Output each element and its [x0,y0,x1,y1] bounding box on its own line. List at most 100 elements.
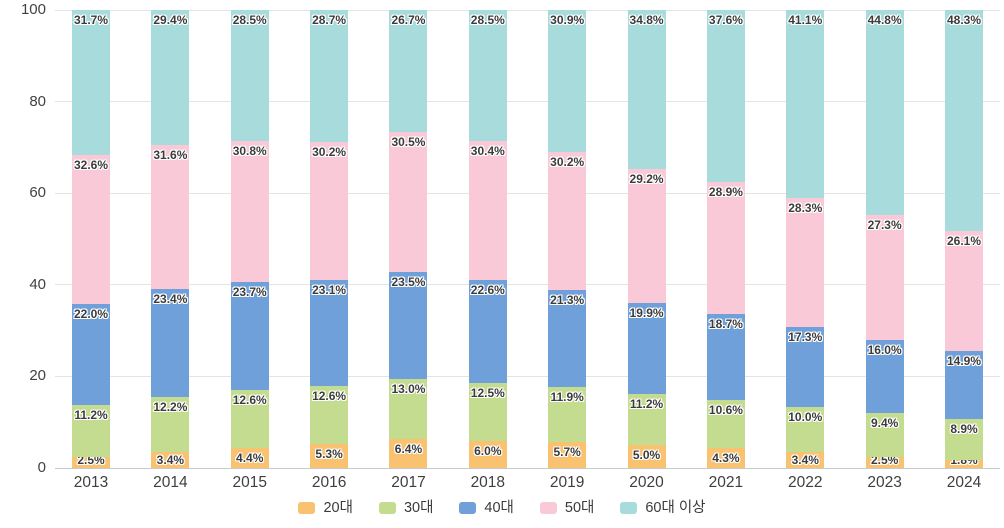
bar-segment-50대[interactable]: 30.2% [548,151,587,290]
bar-value-label: 29.4% [153,13,188,27]
bar-value-label: 17.3% [788,330,823,345]
bar-segment-40대[interactable]: 16.0% [865,340,904,414]
legend-swatch [378,502,396,514]
bar-segment-50대[interactable]: 30.4% [468,140,507,280]
bar-segment-20대[interactable]: 1.8% [945,453,983,468]
bar-segment-30대[interactable]: 12.2% [151,396,190,453]
bar-segment-20대[interactable]: 3.4% [151,452,190,468]
bar-segment-20대[interactable]: 5.0% [627,445,666,468]
x-axis-label: 2022 [788,474,823,491]
bar-segment-40대[interactable]: 23.1% [310,280,349,387]
bar-value-label: 22.6% [470,282,505,297]
bar-segment-50대[interactable]: 28.3% [786,197,825,328]
bar-segment-60대 이상[interactable]: 37.6% [706,9,745,182]
bar-segment-30대[interactable]: 13.0% [389,379,428,439]
bar-value-label: 28.9% [708,184,743,199]
bar-segment-60대 이상[interactable]: 28.7% [310,10,349,142]
bar-value-label: 8.9% [950,421,978,436]
bar-value-label: 28.3% [788,200,823,215]
legend-item-30대[interactable]: 30대 [378,500,433,516]
bar-segment-60대 이상[interactable]: 30.9% [548,10,587,152]
bar-segment-40대[interactable]: 14.9% [945,350,983,419]
bar-segment-40대[interactable]: 23.4% [151,289,190,397]
bar-segment-50대[interactable]: 30.8% [230,140,269,282]
bar-segment-20대[interactable]: 2.5% [72,453,110,468]
y-axis-tick-label: 60 [29,184,46,202]
x-axis-label: 2016 [311,474,347,491]
bar-segment-20대[interactable]: 4.3% [706,448,745,468]
bar-segment-50대[interactable]: 30.2% [310,141,349,281]
bar-segment-30대[interactable]: 11.9% [548,387,587,442]
bar-value-label: 9.4% [870,416,899,431]
legend-item-60대 이상[interactable]: 60대 이상 [620,500,706,516]
bar-segment-50대[interactable]: 27.3% [865,215,904,341]
bar-segment-30대[interactable]: 11.2% [72,405,110,457]
bar-segment-30대[interactable]: 9.4% [865,413,904,457]
bar-segment-60대 이상[interactable]: 48.3% [945,10,983,232]
gridline [55,375,1000,377]
bar-segment-60대 이상[interactable]: 41.1% [786,9,825,198]
bar-segment-30대[interactable]: 11.2% [627,393,666,446]
bar-segment-20대[interactable]: 5.7% [548,441,587,468]
bar-segment-60대 이상[interactable]: 44.8% [865,10,904,216]
y-axis-tick-label: 20 [29,367,46,385]
bar-value-label: 12.2% [153,399,188,414]
bar-segment-60대 이상[interactable]: 29.4% [151,10,190,145]
bar-segment-40대[interactable]: 21.3% [548,289,587,388]
bar-segment-60대 이상[interactable]: 28.5% [468,10,507,141]
legend-item-20대[interactable]: 20대 [298,500,353,516]
bar-value-label: 12.6% [312,389,347,404]
bar-segment-40대[interactable]: 17.3% [786,327,825,407]
bar-segment-20대[interactable]: 6.0% [468,440,507,468]
bar-segment-40대[interactable]: 18.7% [706,314,745,400]
gridline [55,101,1000,103]
bar-value-label: 21.3% [550,292,585,307]
bar-segment-50대[interactable]: 29.2% [627,168,666,303]
bar-segment-30대[interactable]: 8.9% [945,418,983,460]
x-axis-label: 2013 [73,474,109,491]
bar-segment-50대[interactable]: 31.6% [151,144,190,290]
legend-item-50대[interactable]: 50대 [539,500,595,516]
bar-segment-50대[interactable]: 30.5% [389,131,428,272]
bar-segment-30대[interactable]: 12.5% [468,383,507,441]
bar-value-label: 11.2% [74,408,108,423]
bar-segment-20대[interactable]: 3.4% [786,452,825,468]
bar-value-label: 31.6% [153,147,188,162]
x-axis-label: 2017 [391,474,426,491]
bar-value-label: 5.3% [315,446,343,461]
bar-segment-50대[interactable]: 28.9% [706,181,745,315]
bar-value-label: 12.6% [232,393,267,408]
bar-segment-40대[interactable]: 22.0% [72,304,110,406]
bar-segment-60대 이상[interactable]: 26.7% [389,9,428,132]
x-axis-label: 2018 [470,474,506,491]
x-axis-label: 2015 [232,474,267,491]
bar-value-label: 26.7% [391,12,426,27]
bar-value-label: 16.0% [867,343,902,358]
bar-segment-60대 이상[interactable]: 28.5% [230,10,269,141]
bar-value-label: 4.4% [236,450,264,465]
legend-label: 50대 [564,500,595,516]
bar-segment-40대[interactable]: 23.7% [230,281,269,391]
bar-segment-40대[interactable]: 19.9% [627,302,666,394]
x-axis-label: 2024 [946,474,982,491]
bar-segment-20대[interactable]: 4.4% [230,447,269,468]
bar-value-label: 22.0% [73,307,109,322]
bar-segment-20대[interactable]: 5.3% [310,443,349,468]
bar-segment-50대[interactable]: 32.6% [72,155,110,305]
bar-value-label: 30.4% [470,143,505,158]
bar-segment-30대[interactable]: 12.6% [230,390,269,448]
bar-segment-30대[interactable]: 12.6% [310,386,349,444]
bar-segment-60대 이상[interactable]: 31.7% [72,10,110,156]
bar-segment-50대[interactable]: 26.1% [945,231,983,351]
legend-item-40대[interactable]: 40대 [459,500,514,516]
bar-segment-40대[interactable]: 22.6% [468,279,507,384]
bar-segment-20대[interactable]: 6.4% [389,438,428,468]
bar-segment-30대[interactable]: 10.6% [706,399,745,449]
bar-segment-20대[interactable]: 2.5% [865,453,904,468]
bar-value-label: 44.8% [867,13,902,27]
bar-segment-60대 이상[interactable]: 34.8% [627,9,666,169]
bar-value-label: 31.7% [73,13,109,27]
bar-segment-40대[interactable]: 23.5% [389,271,428,380]
bar-segment-30대[interactable]: 10.0% [786,406,825,453]
